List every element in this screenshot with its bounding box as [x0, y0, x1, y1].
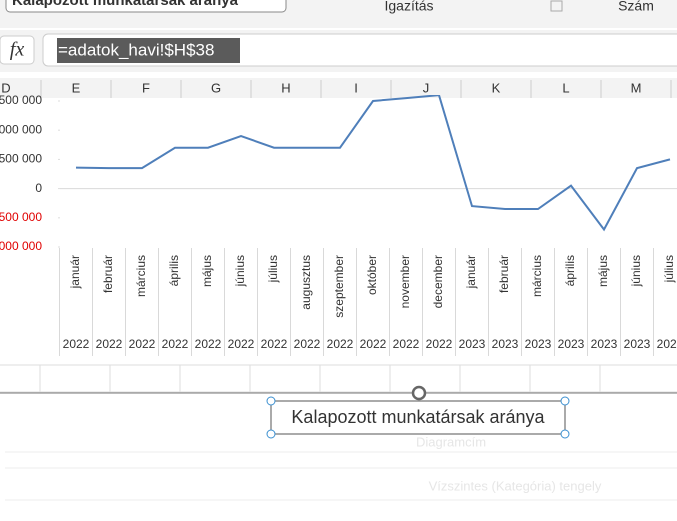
x-tick-label: április [563, 255, 577, 286]
y-tick-label: 1 500 000 [0, 93, 42, 107]
x-year-label: 2022 [360, 337, 387, 351]
x-year-label: 2023 [525, 337, 552, 351]
column-header: L [562, 80, 569, 95]
x-tick-label: február [101, 255, 115, 293]
x-tick-label: július [266, 255, 280, 283]
x-year-label: 2023 [459, 337, 486, 351]
column-header: I [354, 80, 358, 95]
x-year-label: 2022 [393, 337, 420, 351]
y-tick-label: 500 000 [0, 152, 42, 166]
x-tick-label: január [68, 255, 82, 289]
x-year-label: 2022 [195, 337, 222, 351]
faint-lines [5, 451, 677, 501]
x-tick-label: június [233, 255, 247, 287]
formula[interactable]: =adatok_havi!$H$38 [58, 40, 214, 59]
fx-label[interactable]: fx [10, 39, 25, 61]
x-year-label: 2022 [261, 337, 288, 351]
x-tick-label: október [365, 255, 379, 295]
x-tick-label: november [398, 255, 412, 308]
x-year-label: 2022 [63, 337, 90, 351]
x-year-label: 2023 [591, 337, 618, 351]
chart-title[interactable]: Kalapozott munkatársak aránya [291, 407, 545, 427]
chart-title-box[interactable] [270, 400, 566, 435]
column-header: E [72, 80, 81, 95]
sheet-grid [0, 364, 677, 393]
x-tick-label: július [662, 255, 676, 283]
x-tick-label: szeptember [332, 255, 346, 318]
x-tick-label: augusztus [299, 255, 313, 310]
x-year-label: 2023 [624, 337, 651, 351]
fx-button[interactable] [0, 35, 35, 65]
y-tick-label: -1 000 000 [0, 239, 42, 253]
column-header-row [0, 78, 677, 98]
dialog-launcher[interactable] [550, 0, 563, 12]
tooltip: Kalapozott munkatársak aránya [12, 0, 239, 9]
x-year-label: 2023 [657, 337, 677, 351]
ghost-label: Vízszintes (Kategória) tengely [429, 478, 602, 493]
x-tick-label: február [497, 255, 511, 293]
column-header: G [211, 80, 221, 95]
selection [57, 38, 240, 63]
x-year-label: 2022 [96, 337, 123, 351]
x-tick-label: május [200, 255, 214, 287]
column-header: H [281, 80, 290, 95]
x-year-label: 2022 [228, 337, 255, 351]
x-year-label: 2022 [294, 337, 321, 351]
x-tick-label: március [134, 255, 148, 297]
x-year-label: 2022 [327, 337, 354, 351]
column-header: K [492, 80, 501, 95]
column-header: F [142, 80, 150, 95]
ribbon-group[interactable]: Szám [618, 0, 654, 14]
column-header: M [631, 80, 642, 95]
tooltip-box [5, 0, 287, 13]
rotate-handle[interactable] [411, 385, 427, 401]
x-tick-label: május [596, 255, 610, 287]
x-year-label: 2023 [492, 337, 519, 351]
line-series [75, 95, 671, 232]
x-tick-label: június [629, 255, 643, 287]
x-tick-label: december [431, 255, 445, 308]
x-year-label: 2023 [558, 337, 585, 351]
x-year-label: 2022 [426, 337, 453, 351]
ribbon-group[interactable]: Igazítás [384, 0, 433, 14]
x-tick-label: március [530, 255, 544, 297]
x-year-label: 2022 [162, 337, 189, 351]
column-header: J [423, 80, 430, 95]
handles [266, 396, 570, 439]
y-tick-label: 0 [35, 181, 42, 195]
y-tick-label: 1 000 000 [0, 122, 42, 136]
ghost-label: Diagramcím [416, 434, 486, 449]
x-tick-label: április [167, 255, 181, 286]
y-tick-label: -500 000 [0, 210, 42, 224]
x-year-label: 2022 [129, 337, 156, 351]
x-tick-label: január [464, 255, 478, 289]
column-header: D [1, 80, 10, 95]
